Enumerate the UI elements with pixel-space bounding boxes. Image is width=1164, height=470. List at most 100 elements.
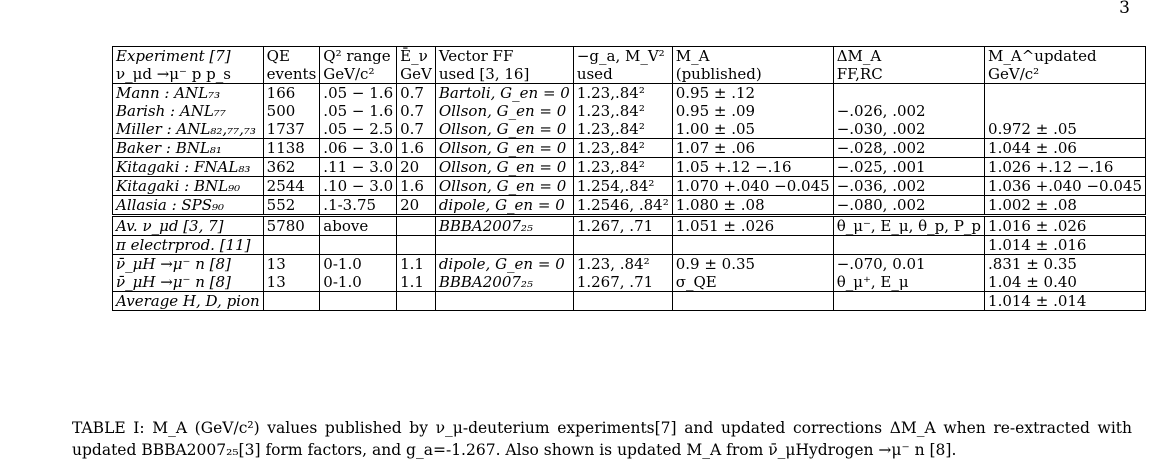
table-caption: TABLE I: M_A (GeV/c²) values published b… xyxy=(72,419,1132,459)
table-cell: 1.6 xyxy=(396,176,436,196)
table-cell: .831 ± 0.35 xyxy=(984,254,1146,273)
table-cell: 1.267, .71 xyxy=(572,214,673,236)
header-cell: Q² range xyxy=(319,46,398,65)
table-cell: .05 − 2.5 xyxy=(319,120,398,139)
header-cell: M_A^updated xyxy=(984,46,1146,65)
table-cell: 1.00 ± .05 xyxy=(671,120,834,139)
table-cell: 500 xyxy=(262,102,321,120)
header-row-1: Experiment [7] QE Q² range Ē_ν Vector FF −g_a… xyxy=(112,46,1146,65)
table-cell: 0.95 ± .09 xyxy=(671,102,834,120)
table-cell: 1.6 xyxy=(396,138,436,158)
table-cell: Ollson, G_en = 0 xyxy=(434,120,574,139)
table-cell: dipole, G_en = 0 xyxy=(434,195,574,216)
table-cell: −.028, .002 xyxy=(832,138,986,158)
table-cell: 1.044 ± .06 xyxy=(984,138,1146,158)
table-row: Baker : BNL₈₁ 1138.06 − 3.0 1.6 Ollson, G_e… xyxy=(112,138,1146,158)
header-cell: QE xyxy=(262,46,321,65)
table-cell: Ollson, G_en = 0 xyxy=(434,102,574,120)
table-cell xyxy=(832,83,986,102)
table-cell: 0.972 ± .05 xyxy=(984,120,1146,139)
table-cell: 1.05 +.12 −.16 xyxy=(671,157,834,177)
table-cell: Average H, D, pion xyxy=(112,291,264,311)
header-cell: GeV/c² xyxy=(319,65,398,84)
header-cell: −g_a, M_V² xyxy=(572,46,673,65)
table-cell: Ollson, G_en = 0 xyxy=(434,176,574,196)
table-row: ν̄_μH →μ⁻ n [8] 13 0-1.0 1.1 BBBA2007₂₅ 1.267… xyxy=(112,273,1146,292)
table-cell: dipole, G_en = 0 xyxy=(434,254,574,273)
table-cell: Av. ν_μd [3, 7] xyxy=(112,214,264,236)
table-cell: −.070, 0.01 xyxy=(832,254,986,273)
table-cell: 1.014 ± .016 xyxy=(984,235,1146,255)
header-cell: used [3, 16] xyxy=(434,65,574,84)
table-cell xyxy=(671,235,834,255)
table-cell: 166 xyxy=(262,83,321,102)
table-row: Average H, D, pion 1.014 ± .014 xyxy=(112,291,1146,311)
table-cell: .11 − 3.0 xyxy=(319,157,398,177)
table-cell: 1.2546, .84² xyxy=(572,195,673,216)
table-cell: 362 xyxy=(262,157,321,177)
table-cell: 1.016 ± .026 xyxy=(984,214,1146,236)
header-cell: ΔM_A xyxy=(832,46,986,65)
table-cell: 13 xyxy=(262,254,321,273)
table-cell xyxy=(319,291,398,311)
table-cell: Kitagaki : FNAL₈₃ xyxy=(112,157,264,177)
results-table: Experiment [7] QE Q² range Ē_ν Vector FF −g_a… xyxy=(112,46,1146,311)
table-cell xyxy=(396,291,436,311)
table-cell: 1.026 +.12 −.16 xyxy=(984,157,1146,177)
table-cell: .06 − 3.0 xyxy=(319,138,398,158)
table-cell: −.030, .002 xyxy=(832,120,986,139)
table-cell: 0.7 xyxy=(396,83,436,102)
table-cell: ν̄_μH →μ⁻ n [8] xyxy=(112,254,264,273)
table-cell: 0-1.0 xyxy=(319,273,398,292)
header-cell: M_A xyxy=(671,46,834,65)
table-cell: 0.7 xyxy=(396,102,436,120)
table-cell: 1.23,.84² xyxy=(572,102,673,120)
table-cell: −.080, .002 xyxy=(832,195,986,216)
table-cell: Bartoli, G_en = 0 xyxy=(434,83,574,102)
table-cell xyxy=(832,235,986,255)
table-cell: 1.014 ± .014 xyxy=(984,291,1146,311)
table-cell: .10 − 3.0 xyxy=(319,176,398,196)
table-cell: 5780 xyxy=(262,214,321,236)
table-cell: Ollson, G_en = 0 xyxy=(434,157,574,177)
table-row: Allasia : SPS₉₀ 552.1-3.75 20 dipole, G_en … xyxy=(112,195,1146,216)
table-cell: 0.95 ± .12 xyxy=(671,83,834,102)
table-cell: 1.051 ± .026 xyxy=(671,214,834,236)
table-cell: 1.07 ± .06 xyxy=(671,138,834,158)
table-cell: Baker : BNL₈₁ xyxy=(112,138,264,158)
table-cell: 552 xyxy=(262,195,321,216)
header-cell: used xyxy=(572,65,673,84)
header-cell: ν_μd →μ⁻ p p_s xyxy=(112,65,264,84)
page-number: 3 xyxy=(1119,0,1130,18)
table-cell: 1138 xyxy=(262,138,321,158)
table-cell: θ_μ⁺, E_μ xyxy=(832,273,986,292)
table-cell: 1.23,.84² xyxy=(572,157,673,177)
table-cell: 1.1 xyxy=(396,273,436,292)
table-cell: 1.23,.84² xyxy=(572,120,673,139)
header-cell: events xyxy=(262,65,321,84)
table-cell: 1.254,.84² xyxy=(572,176,673,196)
header-cell: Experiment [7] xyxy=(112,46,264,65)
header-cell: FF,RC xyxy=(832,65,986,84)
table-cell: 0-1.0 xyxy=(319,254,398,273)
table-cell: BBBA2007₂₅ xyxy=(434,214,574,236)
table-cell xyxy=(434,235,574,255)
table-cell: Miller : ANL₈₂,₇₇,₇₃ xyxy=(112,120,264,139)
table-cell: ν̄_μH →μ⁻ n [8] xyxy=(112,273,264,292)
table-body: Experiment [7] QE Q² range Ē_ν Vector FF −g_a… xyxy=(112,46,1146,311)
table-row: Miller : ANL₈₂,₇₇,₇₃ 1737.05 − 2.5 0.7 Olls… xyxy=(112,120,1146,139)
table-cell xyxy=(572,235,673,255)
header-cell: Ē_ν xyxy=(396,46,436,65)
table-cell: Kitagaki : BNL₉₀ xyxy=(112,176,264,196)
table-cell: 1.23,.84² xyxy=(572,83,673,102)
header-cell: Vector FF xyxy=(434,46,574,65)
table-cell: 1.23, .84² xyxy=(572,254,673,273)
header-cell: GeV xyxy=(396,65,436,84)
table-cell: 1.036 +.040 −0.045 xyxy=(984,176,1146,196)
table-cell: 2544 xyxy=(262,176,321,196)
table-cell: .1-3.75 xyxy=(319,195,398,216)
table-cell: 1.267, .71 xyxy=(572,273,673,292)
table-cell: 1.23,.84² xyxy=(572,138,673,158)
table-cell: Allasia : SPS₉₀ xyxy=(112,195,264,216)
table-cell: Ollson, G_en = 0 xyxy=(434,138,574,158)
